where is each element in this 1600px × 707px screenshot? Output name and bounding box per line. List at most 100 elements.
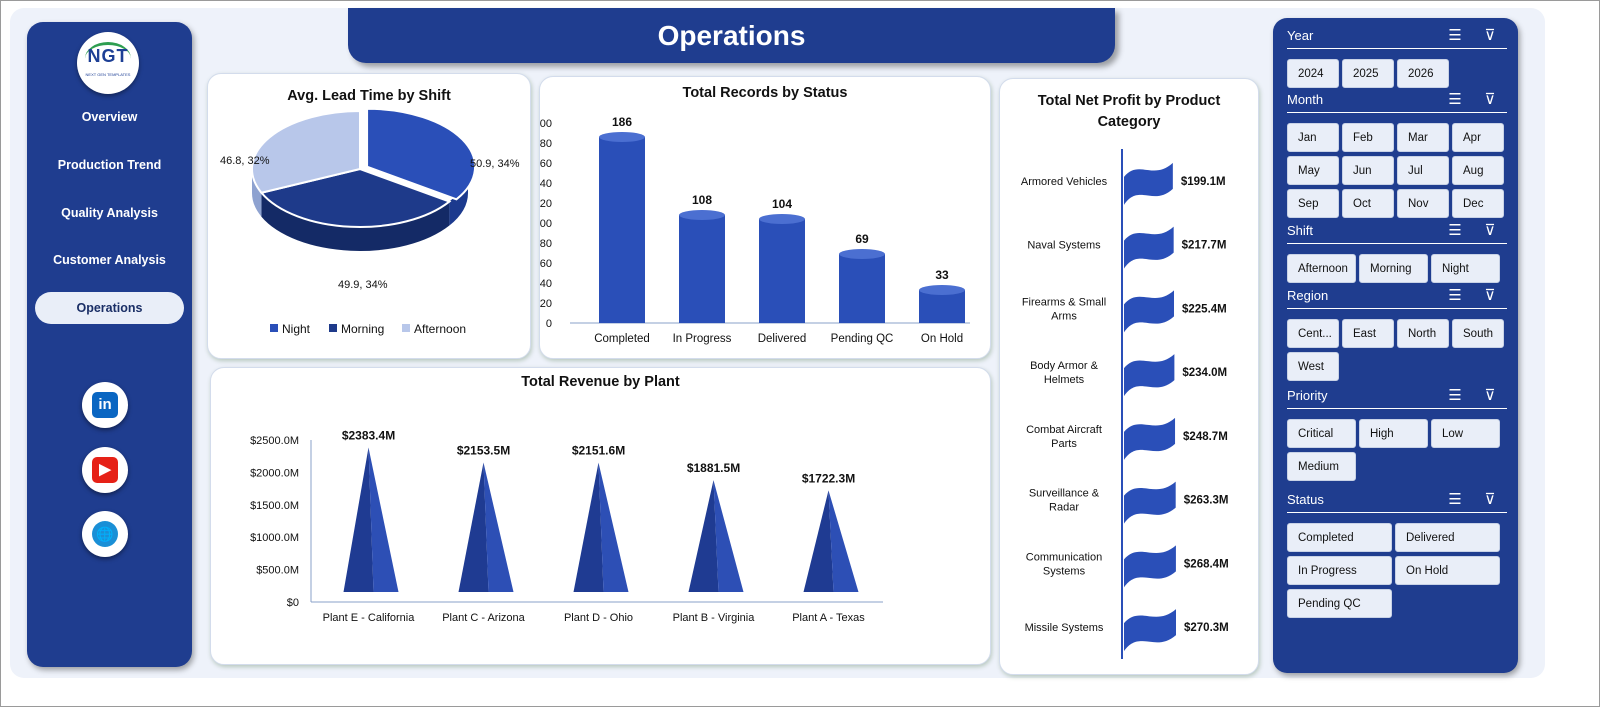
slicer-region-south[interactable]: South xyxy=(1452,319,1504,348)
slicer-panel: Year ☰ ⊽ 2024 2025 2026 Month ☰ ⊽ Jan Feb Mar Apr May… xyxy=(1273,18,1518,673)
slicer-month-apr[interactable]: Apr xyxy=(1452,123,1504,152)
slicer-shift-afternoon[interactable]: Afternoon xyxy=(1287,254,1356,283)
slicer-month-aug[interactable]: Aug xyxy=(1452,156,1504,185)
pyramid-face xyxy=(803,490,834,592)
slicer-month-may[interactable]: May xyxy=(1287,156,1339,185)
profit-data-label: $268.4M xyxy=(1184,558,1229,570)
nav-production-trend[interactable]: Production Trend xyxy=(57,158,162,172)
slicer-status-delivered[interactable]: Delivered xyxy=(1395,523,1500,552)
youtube-icon: ▶ xyxy=(92,457,118,483)
bar-top xyxy=(919,285,965,295)
youtube-button[interactable]: ▶ xyxy=(82,447,128,493)
nav-quality-analysis[interactable]: Quality Analysis xyxy=(61,206,158,220)
category-label: Parts xyxy=(1051,438,1077,450)
multi-select-icon[interactable]: ☰ xyxy=(1448,387,1462,404)
slicer-year-2024[interactable]: 2024 xyxy=(1287,59,1339,88)
x-tick-label: Completed xyxy=(594,333,650,345)
legend-entry-morning: Morning xyxy=(329,322,384,336)
clear-filter-icon[interactable]: ⊽ xyxy=(1484,27,1496,44)
slicer-region-west[interactable]: West xyxy=(1287,352,1339,381)
nav-customer-analysis[interactable]: Customer Analysis xyxy=(53,253,166,267)
category-label: Radar xyxy=(1049,502,1079,514)
pie-slice-afternoon xyxy=(251,109,361,194)
slicer-status-in-progress[interactable]: In Progress xyxy=(1287,556,1392,585)
slicer-region-north[interactable]: North xyxy=(1397,319,1449,348)
records-title: Total Records by Status xyxy=(682,85,848,101)
slicer-priority-medium[interactable]: Medium xyxy=(1287,452,1356,481)
profit-flag-2 xyxy=(1124,226,1174,269)
multi-select-icon[interactable]: ☰ xyxy=(1448,91,1462,108)
y-tick-label: $2500.0M xyxy=(250,435,299,447)
bar-body xyxy=(759,219,805,323)
multi-select-icon[interactable]: ☰ xyxy=(1448,491,1462,508)
slicer-month-sep[interactable]: Sep xyxy=(1287,189,1339,218)
x-tick-label: In Progress xyxy=(673,333,732,345)
y-tick-label: 20 xyxy=(540,298,552,310)
bar-data-label: 108 xyxy=(692,193,712,207)
website-button[interactable]: 🌐 xyxy=(82,511,128,557)
slicer-shift-night[interactable]: Night xyxy=(1431,254,1500,283)
clear-filter-icon[interactable]: ⊽ xyxy=(1484,287,1496,304)
profit-data-label: $270.3M xyxy=(1184,622,1229,634)
clear-filter-icon[interactable]: ⊽ xyxy=(1484,387,1496,404)
slicer-month-jun[interactable]: Jun xyxy=(1342,156,1394,185)
revenue-title: Total Revenue by Plant xyxy=(521,374,680,390)
slicer-region-east[interactable]: East xyxy=(1342,319,1394,348)
slicer-month-mar[interactable]: Mar xyxy=(1397,123,1449,152)
bar-body xyxy=(839,254,885,323)
records-card: Total Records by Status 0 20 40 60 80 100 120 1… xyxy=(539,76,991,359)
slicer-month-feb[interactable]: Feb xyxy=(1342,123,1394,152)
globe-icon: 🌐 xyxy=(92,521,118,547)
pyramid-4 xyxy=(688,480,744,592)
x-tick-label: Plant E - California xyxy=(323,612,416,624)
clear-filter-icon[interactable]: ⊽ xyxy=(1484,91,1496,108)
slicer-priority-low[interactable]: Low xyxy=(1431,419,1500,448)
multi-select-icon[interactable]: ☰ xyxy=(1448,222,1462,239)
slicer-status-on-hold[interactable]: On Hold xyxy=(1395,556,1500,585)
slicer-shift-morning[interactable]: Morning xyxy=(1359,254,1428,283)
slicer-month-dec[interactable]: Dec xyxy=(1452,189,1504,218)
x-tick-label: Pending QC xyxy=(831,333,894,345)
pyramid-data-label: $1881.5M xyxy=(687,461,740,475)
slicer-title: Region xyxy=(1287,288,1329,303)
bar-completed xyxy=(599,132,645,323)
slicer-header-region: Region ☰ ⊽ xyxy=(1287,286,1507,309)
clear-filter-icon[interactable]: ⊽ xyxy=(1484,222,1496,239)
legend-label: Night xyxy=(282,322,311,336)
clear-filter-icon[interactable]: ⊽ xyxy=(1484,491,1496,508)
slicer-status-pending-qc[interactable]: Pending QC xyxy=(1287,589,1392,618)
slicer-priority-high[interactable]: High xyxy=(1359,419,1428,448)
lead-time-title: Avg. Lead Time by Shift xyxy=(287,88,451,104)
slicer-title: Status xyxy=(1287,492,1324,507)
y-tick-label: 160 xyxy=(540,158,552,170)
y-tick-label: $1500.0M xyxy=(250,500,299,512)
page-title: Operations xyxy=(348,8,1115,63)
revenue-card: Total Revenue by Plant $0 $500.0M $1000.0M… xyxy=(210,367,991,665)
slicer-year-2025[interactable]: 2025 xyxy=(1342,59,1394,88)
slicer-region-cent-[interactable]: Cent... xyxy=(1287,319,1339,348)
pyramid-data-label: $2383.4M xyxy=(342,429,395,443)
y-tick-label: 120 xyxy=(540,198,552,210)
slicer-priority-critical[interactable]: Critical xyxy=(1287,419,1356,448)
pyramid-data-label: $2151.6M xyxy=(572,444,625,458)
slicer-title: Year xyxy=(1287,28,1314,43)
y-tick-label: $0 xyxy=(287,597,299,609)
linkedin-button[interactable]: in xyxy=(82,382,128,428)
nav-operations[interactable]: Operations xyxy=(35,292,184,324)
slicer-status-completed[interactable]: Completed xyxy=(1287,523,1392,552)
multi-select-icon[interactable]: ☰ xyxy=(1448,287,1462,304)
y-tick-label: 80 xyxy=(540,238,552,250)
y-tick-label: 100 xyxy=(540,218,552,230)
slicer-month-jan[interactable]: Jan xyxy=(1287,123,1339,152)
slicer-month-nov[interactable]: Nov xyxy=(1397,189,1449,218)
slicer-title: Priority xyxy=(1287,388,1328,403)
nav-overview[interactable]: Overview xyxy=(81,110,138,124)
profit-data-label: $263.3M xyxy=(1184,495,1229,507)
slicer-year-2026[interactable]: 2026 xyxy=(1397,59,1449,88)
slicer-month-jul[interactable]: Jul xyxy=(1397,156,1449,185)
slicer-month-oct[interactable]: Oct xyxy=(1342,189,1394,218)
pyramid-3 xyxy=(573,462,629,592)
multi-select-icon[interactable]: ☰ xyxy=(1448,27,1462,44)
category-label: Surveillance & xyxy=(1029,488,1100,500)
category-label: Systems xyxy=(1043,565,1086,577)
